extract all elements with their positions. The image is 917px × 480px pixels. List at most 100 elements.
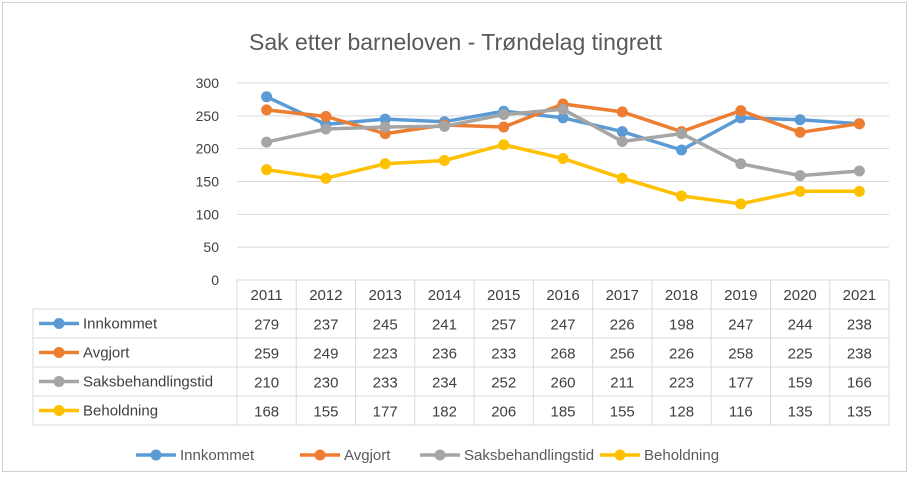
table-cell-value: 268: [550, 346, 575, 363]
legend-label: Avgjort: [344, 447, 391, 464]
data-point: [676, 144, 688, 156]
table-cell-value: 223: [373, 346, 398, 363]
data-point: [616, 172, 628, 184]
x-category-label: 2011: [251, 287, 283, 304]
table-cell-value: 233: [373, 375, 398, 392]
table-cell-value: 245: [373, 317, 398, 334]
x-category-label: 2021: [843, 287, 876, 304]
legend-key-marker: [434, 449, 446, 461]
legend-label: Saksbehandlingstid: [464, 447, 594, 464]
table-cell-value: 116: [729, 404, 753, 421]
table-row-label: Saksbehandlingstid: [83, 374, 213, 391]
data-point: [794, 126, 806, 138]
data-point: [498, 139, 510, 151]
data-point: [853, 118, 865, 130]
data-point: [853, 185, 865, 197]
data-point: [557, 112, 569, 124]
table-cell-value: 206: [491, 404, 516, 421]
table-cell-value: 177: [728, 375, 753, 392]
x-category-label: 2012: [309, 287, 342, 304]
data-point: [379, 158, 391, 170]
table-cell-value: 128: [669, 404, 694, 421]
data-point: [261, 104, 273, 116]
legend-key-marker: [614, 449, 626, 461]
y-tick-label: 0: [211, 272, 219, 288]
table-cell-value: 249: [313, 346, 338, 363]
data-point: [261, 164, 273, 176]
table-cell-value: 177: [373, 404, 398, 421]
table-cell-value: 226: [610, 317, 635, 334]
x-category-label: 2015: [487, 287, 520, 304]
table-cell-value: 210: [254, 375, 279, 392]
x-category-label: 2014: [428, 287, 461, 304]
table-cell-value: 279: [254, 317, 279, 334]
table-cell-value: 211: [610, 375, 634, 392]
table-row-label: Avgjort: [83, 345, 130, 362]
table-cell-value: 238: [847, 346, 872, 363]
table-cell-value: 155: [610, 404, 635, 421]
table-cell-value: 225: [788, 346, 813, 363]
x-category-label: 2019: [724, 287, 757, 304]
table-cell-value: 241: [432, 317, 457, 334]
data-point: [261, 91, 273, 103]
legend-key-marker: [150, 449, 162, 461]
table-row-label: Innkommet: [83, 316, 158, 333]
table-legend-key-marker: [53, 347, 65, 358]
legend-key-marker: [314, 449, 326, 461]
table-cell-value: 237: [313, 317, 338, 334]
table-cell-value: 236: [432, 346, 457, 363]
table-cell-value: 166: [847, 375, 872, 392]
table-legend-key-marker: [53, 318, 65, 329]
data-point: [498, 121, 510, 133]
table-cell-value: 226: [669, 346, 694, 363]
table-cell-value: 223: [669, 375, 694, 392]
table-legend-key-marker: [53, 405, 65, 416]
data-point: [557, 153, 569, 165]
table-cell-value: 198: [669, 317, 694, 334]
data-point: [438, 120, 450, 132]
table-cell-value: 247: [550, 317, 575, 334]
data-point: [498, 109, 510, 121]
data-point: [735, 158, 747, 170]
data-point: [261, 136, 273, 148]
data-point: [735, 198, 747, 210]
y-tick-label: 200: [196, 141, 220, 157]
data-point: [676, 128, 688, 140]
table-cell-value: 185: [550, 404, 575, 421]
data-point: [438, 154, 450, 166]
data-point: [616, 106, 628, 118]
data-point: [735, 105, 747, 117]
y-tick-label: 50: [203, 239, 219, 255]
data-point: [794, 170, 806, 182]
table-cell-value: 155: [313, 404, 338, 421]
legend-label: Beholdning: [644, 447, 719, 464]
table-cell-value: 168: [254, 404, 279, 421]
table-cell-value: 182: [432, 404, 457, 421]
y-tick-label: 100: [196, 206, 220, 222]
data-point: [320, 172, 332, 184]
data-point: [616, 135, 628, 147]
table-cell-value: 135: [847, 404, 872, 421]
table-cell-value: 260: [550, 375, 575, 392]
table-cell-value: 244: [788, 317, 813, 334]
table-cell-value: 252: [491, 375, 516, 392]
table-cell-value: 259: [254, 346, 279, 363]
data-point: [379, 121, 391, 133]
data-point: [379, 113, 391, 125]
legend-label: Innkommet: [180, 447, 255, 464]
data-point: [794, 185, 806, 197]
table-cell-value: 258: [728, 346, 753, 363]
table-cell-value: 256: [610, 346, 635, 363]
data-point: [853, 165, 865, 177]
data-point: [676, 190, 688, 202]
x-category-label: 2016: [546, 287, 579, 304]
y-tick-label: 150: [196, 174, 220, 190]
table-cell-value: 230: [313, 375, 338, 392]
table-row-label: Beholdning: [83, 403, 158, 420]
chart-frame: Sak etter barneloven - Trøndelag tingret…: [2, 2, 907, 472]
data-point: [557, 103, 569, 115]
y-tick-label: 300: [196, 75, 220, 91]
table-legend-key-marker: [53, 376, 65, 387]
data-point: [616, 126, 628, 138]
